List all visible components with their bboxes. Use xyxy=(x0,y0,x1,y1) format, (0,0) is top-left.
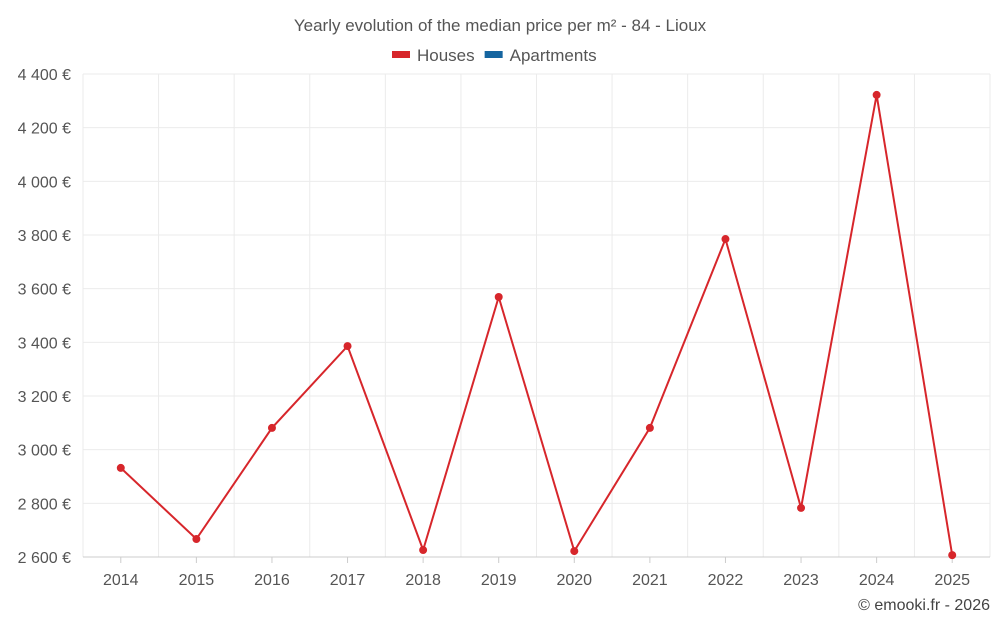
y-tick-label: 4 400 € xyxy=(18,67,71,84)
legend[interactable]: Houses Apartments xyxy=(392,46,597,65)
y-tick-label: 2 800 € xyxy=(18,496,71,513)
x-tick-label: 2015 xyxy=(179,572,215,589)
x-tick-label: 2019 xyxy=(481,572,517,589)
y-tick-label: 3 400 € xyxy=(18,335,71,352)
x-tick-label: 2020 xyxy=(556,572,592,589)
x-tick-label: 2021 xyxy=(632,572,668,589)
data-point[interactable] xyxy=(948,551,957,560)
axes: 2 600 € 2 800 € 3 000 € 3 200 € 3 400 € 3 600… xyxy=(18,67,990,589)
x-tick-label: 2018 xyxy=(405,572,441,589)
data-point[interactable] xyxy=(267,423,276,432)
legend-swatch xyxy=(392,51,410,58)
x-tick-label: 2016 xyxy=(254,572,290,589)
credit: © emooki.fr - 2026 xyxy=(858,597,990,614)
data-point[interactable] xyxy=(343,342,352,351)
y-tick-label: 3 800 € xyxy=(18,228,71,245)
x-tick-label: 2023 xyxy=(783,572,819,589)
y-tick-label: 4 200 € xyxy=(18,121,71,138)
data-point[interactable] xyxy=(721,235,730,244)
y-tick-label: 3 200 € xyxy=(18,389,71,406)
data-point[interactable] xyxy=(116,463,125,472)
y-tick-label: 3 000 € xyxy=(18,443,71,460)
series-line-houses xyxy=(120,94,954,556)
chart-title: Yearly evolution of the median price per… xyxy=(294,16,707,35)
data-point[interactable] xyxy=(645,423,654,432)
legend-label: Houses xyxy=(417,46,475,65)
x-tick-label: 2025 xyxy=(934,572,970,589)
data-point[interactable] xyxy=(419,546,428,555)
y-tick-label: 4 000 € xyxy=(18,174,71,191)
series xyxy=(116,90,957,560)
data-point[interactable] xyxy=(797,503,806,512)
x-tick-label: 2022 xyxy=(708,572,744,589)
x-tick-label: 2014 xyxy=(103,572,139,589)
data-point[interactable] xyxy=(872,90,881,99)
legend-swatch xyxy=(484,51,503,58)
legend-label: Apartments xyxy=(510,46,597,65)
x-tick-label: 2024 xyxy=(859,572,895,589)
data-point[interactable] xyxy=(570,547,579,556)
data-point[interactable] xyxy=(494,292,503,301)
data-point[interactable] xyxy=(192,535,201,544)
y-tick-label: 2 600 € xyxy=(18,550,71,567)
y-tick-label: 3 600 € xyxy=(18,282,71,299)
grid xyxy=(82,73,991,558)
legend-item-apartments[interactable]: Apartments xyxy=(484,46,597,65)
legend-item-houses[interactable]: Houses xyxy=(392,46,475,65)
x-tick-label: 2017 xyxy=(330,572,366,589)
